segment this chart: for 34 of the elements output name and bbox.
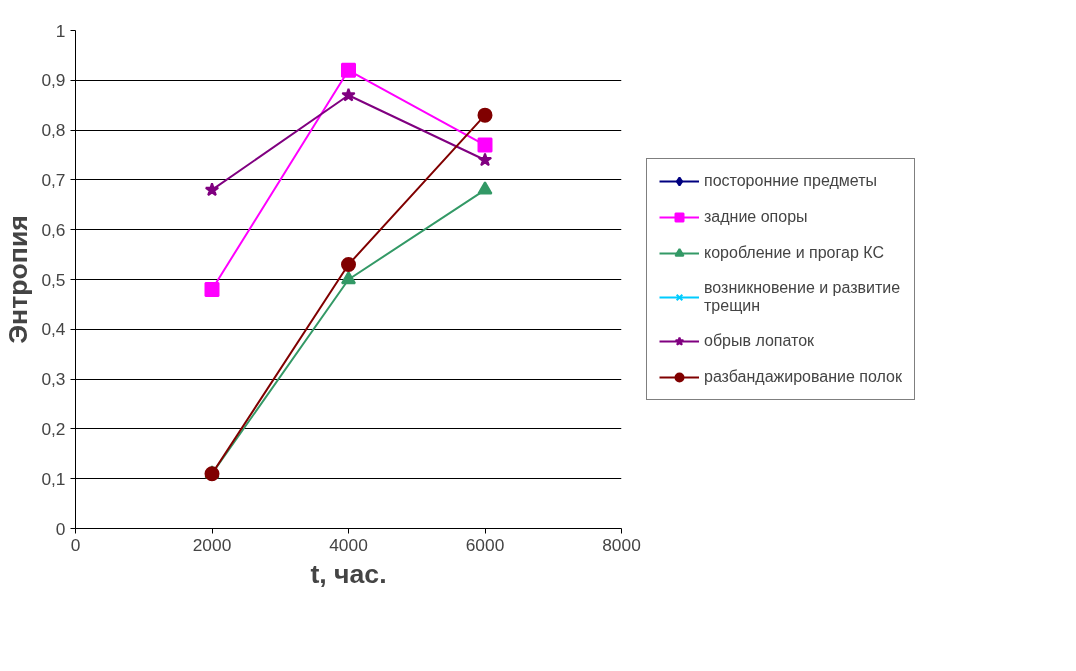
point	[341, 87, 356, 102]
x-tick-label: 8000	[602, 534, 641, 555]
point	[477, 152, 493, 167]
x-axis-title: t, час.	[310, 558, 387, 589]
y-tick-label: 0	[55, 518, 66, 539]
y-tick-label: 0,8	[41, 120, 66, 141]
y-tick-label: 0,3	[41, 369, 66, 390]
y-tick-label: 0,4	[41, 319, 66, 340]
legend-label: задние опоры	[704, 208, 808, 226]
y-tick-label: 0,1	[41, 468, 66, 489]
y-tick-label: 0,5	[41, 269, 66, 290]
point	[341, 270, 356, 285]
point	[477, 137, 493, 153]
y-tick-label: 1	[55, 20, 66, 41]
y-axis-title: Энтропия	[3, 215, 34, 344]
y-tick-label: 0,6	[41, 219, 66, 240]
legend-label: обрыв лопаток	[704, 332, 815, 350]
x-tick-label: 4000	[329, 534, 368, 555]
point	[204, 281, 220, 297]
point	[204, 182, 220, 197]
point	[341, 62, 356, 78]
point	[341, 257, 356, 273]
legend-label: разбандажирование полок	[704, 368, 902, 386]
legend-label: возникновение и развитие трещин	[704, 279, 901, 315]
x-tick-label: 6000	[465, 534, 505, 555]
y-tick-label: 0,2	[41, 418, 66, 439]
point	[477, 181, 493, 195]
y-tick-label: 0,7	[41, 169, 66, 190]
legend-label: посторонние предметы	[704, 172, 877, 190]
x-tick-label: 2000	[192, 534, 232, 555]
legend-label: коробление и прогар КС	[704, 244, 884, 262]
y-tick-label: 0,9	[41, 70, 66, 91]
point	[477, 107, 493, 123]
x-tick-label: 0	[70, 534, 81, 555]
